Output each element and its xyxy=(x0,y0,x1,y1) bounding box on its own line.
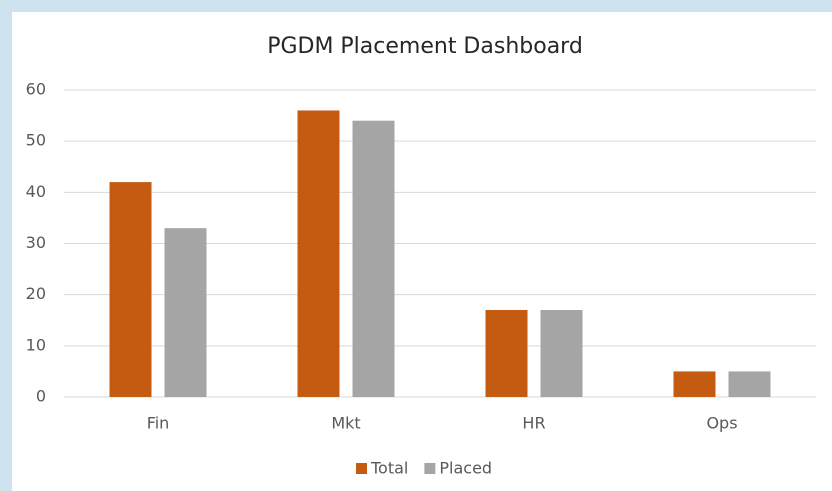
y-tick-label: 0 xyxy=(36,387,46,406)
bar xyxy=(540,310,583,397)
y-tick-label: 40 xyxy=(26,182,46,201)
legend-label: Total xyxy=(370,459,408,478)
bar xyxy=(164,228,207,397)
legend-swatch xyxy=(424,463,436,474)
bar xyxy=(673,371,716,397)
y-tick-label: 20 xyxy=(26,284,46,303)
y-tick-label: 10 xyxy=(26,335,46,354)
y-tick-label: 60 xyxy=(26,80,46,99)
bar xyxy=(109,182,152,397)
chart-title: PGDM Placement Dashboard xyxy=(267,34,583,59)
x-tick-label: HR xyxy=(522,414,545,433)
x-tick-label: Fin xyxy=(147,414,170,433)
legend-label: Placed xyxy=(439,459,492,478)
bar xyxy=(297,110,340,397)
bar xyxy=(728,371,771,397)
y-tick-label: 50 xyxy=(26,131,46,150)
bar xyxy=(485,310,528,397)
legend-swatch xyxy=(356,463,367,474)
bar xyxy=(352,120,395,397)
x-tick-label: Ops xyxy=(706,414,737,433)
x-tick-label: Mkt xyxy=(331,414,360,433)
y-tick-label: 30 xyxy=(26,233,46,252)
